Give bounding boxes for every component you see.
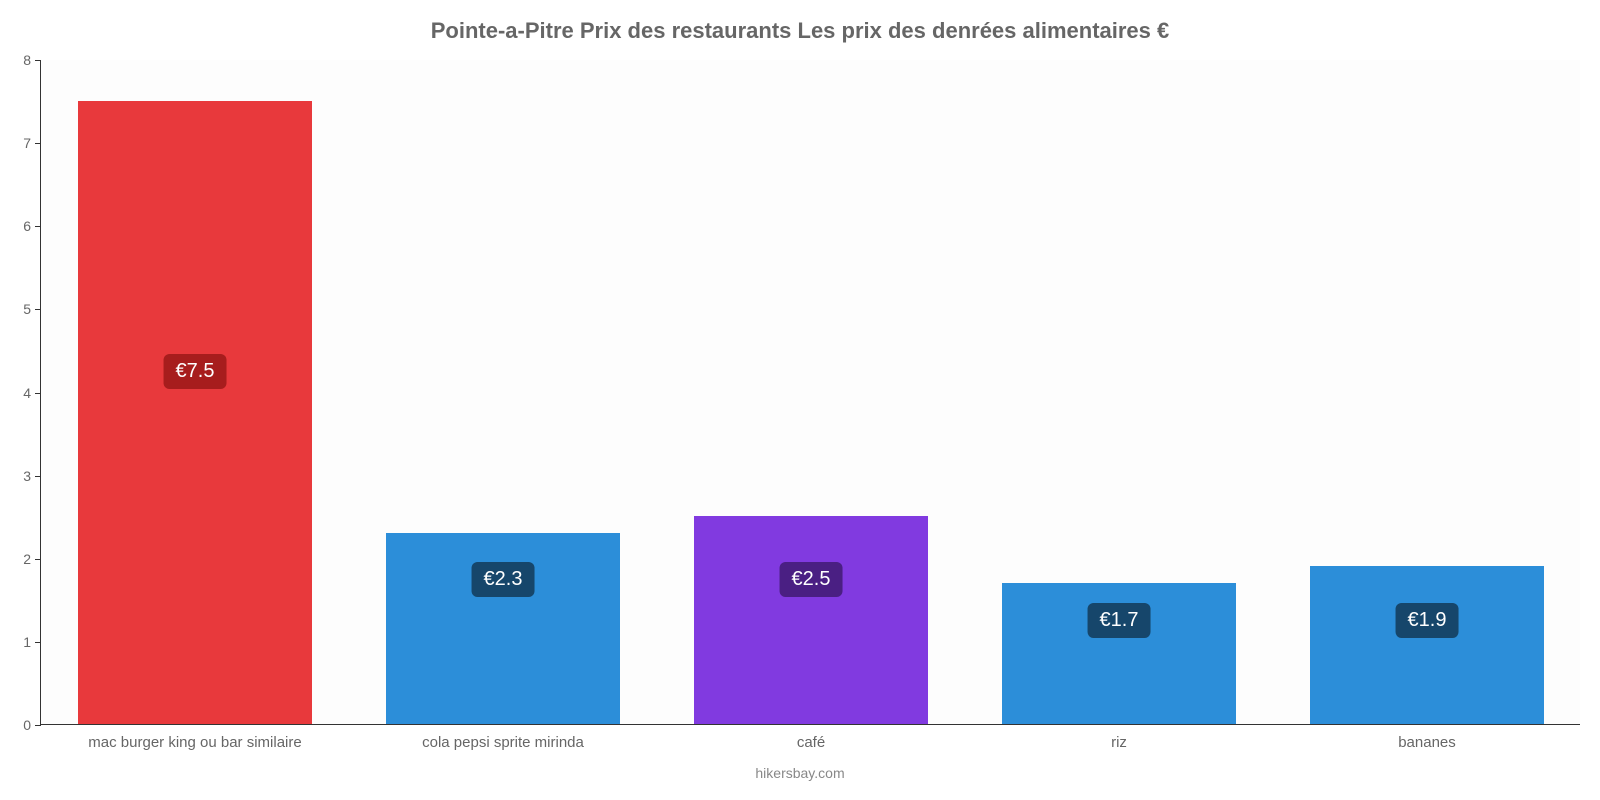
y-tick: 8 bbox=[23, 52, 41, 68]
x-axis-label: mac burger king ou bar similaire bbox=[88, 724, 301, 751]
bar: €1.7 bbox=[1002, 583, 1236, 724]
y-tick: 7 bbox=[23, 135, 41, 151]
y-tick: 4 bbox=[23, 385, 41, 401]
bar: €2.5 bbox=[694, 516, 928, 724]
x-axis-label: café bbox=[797, 724, 825, 751]
bar: €2.3 bbox=[386, 533, 620, 724]
chart-container: Pointe-a-Pitre Prix des restaurants Les … bbox=[0, 0, 1600, 800]
x-axis-label: cola pepsi sprite mirinda bbox=[422, 724, 584, 751]
x-axis-label: riz bbox=[1111, 724, 1127, 751]
value-label: €1.9 bbox=[1396, 603, 1459, 638]
y-tick: 3 bbox=[23, 468, 41, 484]
chart-footer: hikersbay.com bbox=[0, 765, 1600, 781]
bar: €1.9 bbox=[1310, 566, 1544, 724]
value-label: €7.5 bbox=[164, 354, 227, 389]
value-label: €2.5 bbox=[780, 562, 843, 597]
value-label: €1.7 bbox=[1088, 603, 1151, 638]
y-tick: 6 bbox=[23, 218, 41, 234]
value-label: €2.3 bbox=[472, 562, 535, 597]
x-axis-label: bananes bbox=[1398, 724, 1456, 751]
y-tick: 0 bbox=[23, 717, 41, 733]
plot-area: 012345678€7.5mac burger king ou bar simi… bbox=[40, 60, 1580, 725]
chart-title: Pointe-a-Pitre Prix des restaurants Les … bbox=[0, 18, 1600, 44]
bar: €7.5 bbox=[78, 101, 312, 724]
y-tick: 5 bbox=[23, 301, 41, 317]
y-tick: 1 bbox=[23, 634, 41, 650]
y-tick: 2 bbox=[23, 551, 41, 567]
